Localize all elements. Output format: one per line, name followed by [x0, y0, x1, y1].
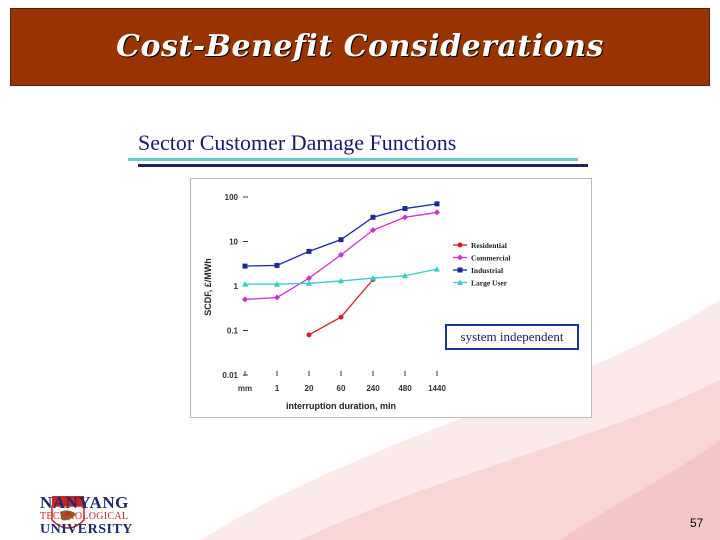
- chart-container: 100 10 1 0.1 0.01 mm 1 20 60 240 480 1440 interrupti…: [190, 178, 592, 418]
- logo-line-3: UNIVERSITY: [40, 522, 133, 537]
- x-tick-label: 60: [337, 384, 346, 393]
- x-tick-label: 1440: [428, 384, 446, 393]
- ntu-crest-icon: [51, 496, 85, 529]
- data-point: [457, 254, 463, 261]
- data-point: [242, 281, 248, 287]
- x-tick-label: 1: [275, 384, 280, 393]
- data-point: [306, 248, 312, 254]
- y-tick-label: 0.1: [227, 327, 239, 336]
- data-point: [338, 237, 344, 243]
- data-point: [434, 209, 440, 216]
- data-point: [457, 279, 463, 285]
- data-point: [402, 206, 408, 212]
- data-point: [402, 214, 408, 221]
- y-tick-label: 10: [229, 238, 238, 247]
- series-line: [308, 279, 374, 336]
- y-tick-label: 100: [225, 193, 239, 202]
- data-point: [370, 227, 376, 234]
- legend-entry: Residential: [471, 241, 507, 250]
- legend-entry: Industrial: [471, 266, 503, 275]
- data-point: [242, 263, 248, 269]
- data-point: [306, 280, 312, 286]
- data-point: [274, 294, 280, 301]
- data-point: [274, 281, 280, 287]
- data-point: [434, 201, 440, 207]
- data-point: [306, 275, 312, 282]
- x-tick-label: 240: [366, 384, 380, 393]
- y-tick-label: 0.01: [222, 371, 238, 380]
- slide-subtitle: Sector Customer Damage Functions: [138, 130, 457, 155]
- x-tick-label: 480: [398, 384, 412, 393]
- data-point: [457, 267, 463, 273]
- x-tick-label: 20: [305, 384, 314, 393]
- x-axis-label: interruption duration, min: [286, 401, 396, 411]
- data-point: [306, 332, 312, 338]
- data-point: [434, 266, 440, 272]
- legend-entry: Large User: [471, 279, 508, 288]
- subtitle-underline-navy: [138, 164, 588, 167]
- x-tick-label: mm: [238, 384, 252, 393]
- logo-line-1: NANYANG: [40, 493, 129, 512]
- data-point: [242, 296, 248, 303]
- data-point: [370, 214, 376, 220]
- data-point: [338, 277, 344, 284]
- y-tick-label: 1: [234, 282, 239, 291]
- data-point: [338, 314, 344, 320]
- subtitle-underline-cyan: [128, 158, 578, 161]
- annotation-box: system independent: [445, 324, 579, 350]
- data-point: [274, 262, 280, 268]
- data-point: [338, 251, 344, 258]
- logo-line-2: TECHNOLOGICAL: [40, 511, 129, 522]
- title-bar: Cost-Benefit Considerations: [10, 8, 710, 86]
- slide-title: Cost-Benefit Considerations: [116, 29, 604, 64]
- page-number: 57: [690, 516, 704, 530]
- data-point: [370, 275, 376, 281]
- data-point: [402, 272, 408, 279]
- ntu-logo-text: NANYANG TECHNOLOGICAL UNIVERSITY: [40, 494, 133, 537]
- legend-entry: Commercial: [471, 254, 510, 263]
- y-axis-label: SCDF, £/MWh: [203, 258, 213, 316]
- data-point: [457, 242, 463, 248]
